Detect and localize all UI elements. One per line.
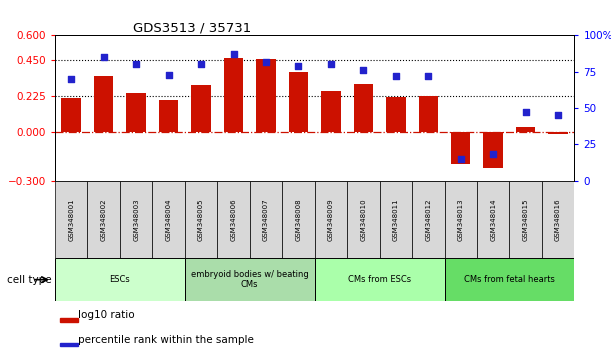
Bar bbox=[419, 96, 438, 132]
Point bbox=[423, 73, 433, 79]
Text: GSM348016: GSM348016 bbox=[555, 198, 561, 241]
FancyBboxPatch shape bbox=[477, 181, 510, 258]
Bar bbox=[224, 58, 243, 132]
Bar bbox=[451, 132, 470, 164]
Text: GSM348007: GSM348007 bbox=[263, 198, 269, 241]
Bar bbox=[354, 84, 373, 132]
Point bbox=[521, 109, 530, 115]
FancyBboxPatch shape bbox=[87, 181, 120, 258]
FancyBboxPatch shape bbox=[412, 181, 445, 258]
FancyBboxPatch shape bbox=[185, 181, 218, 258]
FancyBboxPatch shape bbox=[55, 258, 185, 301]
Text: GSM348003: GSM348003 bbox=[133, 198, 139, 241]
FancyBboxPatch shape bbox=[250, 181, 282, 258]
Text: GDS3513 / 35731: GDS3513 / 35731 bbox=[133, 21, 251, 34]
Bar bbox=[126, 93, 146, 132]
Point bbox=[99, 54, 109, 60]
Text: GSM348002: GSM348002 bbox=[101, 198, 107, 241]
Text: GSM348014: GSM348014 bbox=[490, 198, 496, 241]
Bar bbox=[289, 73, 308, 132]
Text: cell type: cell type bbox=[7, 275, 52, 285]
Bar bbox=[60, 318, 78, 322]
Text: GSM348005: GSM348005 bbox=[198, 198, 204, 241]
Text: ESCs: ESCs bbox=[109, 275, 130, 284]
Text: GSM348001: GSM348001 bbox=[68, 198, 74, 241]
Text: percentile rank within the sample: percentile rank within the sample bbox=[78, 335, 254, 344]
FancyBboxPatch shape bbox=[55, 181, 87, 258]
Text: GSM348004: GSM348004 bbox=[166, 198, 172, 241]
Text: log10 ratio: log10 ratio bbox=[78, 310, 135, 320]
Point bbox=[391, 73, 401, 79]
Point bbox=[261, 59, 271, 64]
Point bbox=[553, 112, 563, 118]
FancyBboxPatch shape bbox=[282, 181, 315, 258]
Bar bbox=[60, 343, 78, 347]
FancyBboxPatch shape bbox=[347, 181, 379, 258]
Point bbox=[164, 72, 174, 78]
FancyBboxPatch shape bbox=[510, 181, 542, 258]
FancyBboxPatch shape bbox=[445, 258, 574, 301]
Point bbox=[456, 156, 466, 161]
FancyBboxPatch shape bbox=[185, 258, 315, 301]
Bar bbox=[386, 97, 406, 132]
Point bbox=[326, 62, 336, 67]
Text: GSM348011: GSM348011 bbox=[393, 198, 399, 241]
Text: GSM348012: GSM348012 bbox=[425, 198, 431, 241]
Point bbox=[196, 62, 206, 67]
Text: CMs from fetal hearts: CMs from fetal hearts bbox=[464, 275, 555, 284]
Bar bbox=[321, 91, 341, 132]
Bar bbox=[159, 100, 178, 132]
FancyBboxPatch shape bbox=[379, 181, 412, 258]
FancyBboxPatch shape bbox=[542, 181, 574, 258]
Text: embryoid bodies w/ beating
CMs: embryoid bodies w/ beating CMs bbox=[191, 270, 309, 289]
Point bbox=[488, 152, 498, 157]
Bar bbox=[94, 76, 114, 132]
Text: GSM348008: GSM348008 bbox=[296, 198, 301, 241]
Point bbox=[229, 51, 238, 57]
Bar bbox=[516, 127, 535, 132]
Text: GSM348009: GSM348009 bbox=[328, 198, 334, 241]
Text: GSM348010: GSM348010 bbox=[360, 198, 367, 241]
Bar bbox=[549, 132, 568, 134]
Bar bbox=[191, 85, 211, 132]
Bar bbox=[62, 98, 81, 132]
Bar bbox=[256, 59, 276, 132]
FancyBboxPatch shape bbox=[445, 181, 477, 258]
FancyBboxPatch shape bbox=[315, 258, 445, 301]
Point bbox=[359, 67, 368, 73]
FancyBboxPatch shape bbox=[315, 181, 347, 258]
Bar bbox=[483, 132, 503, 168]
Text: GSM348006: GSM348006 bbox=[230, 198, 236, 241]
FancyBboxPatch shape bbox=[120, 181, 152, 258]
Point bbox=[293, 63, 303, 69]
FancyBboxPatch shape bbox=[152, 181, 185, 258]
Point bbox=[131, 62, 141, 67]
Point bbox=[67, 76, 76, 82]
Text: CMs from ESCs: CMs from ESCs bbox=[348, 275, 411, 284]
FancyBboxPatch shape bbox=[218, 181, 250, 258]
Text: GSM348013: GSM348013 bbox=[458, 198, 464, 241]
Text: GSM348015: GSM348015 bbox=[522, 198, 529, 241]
